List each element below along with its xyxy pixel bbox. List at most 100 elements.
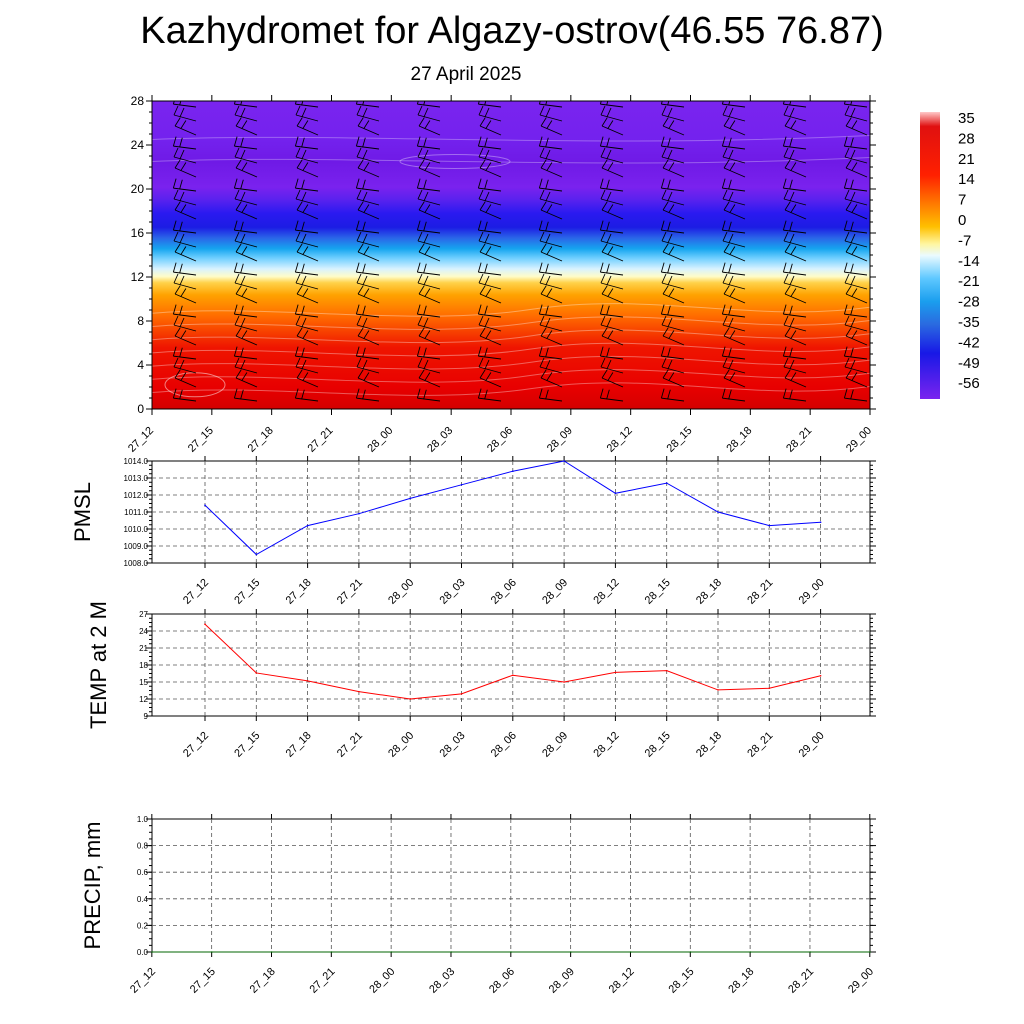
y-tick-label: 15 — [139, 678, 148, 687]
wind-barb-feather — [783, 231, 789, 242]
wind-barb-feather — [904, 137, 909, 146]
wind-barb-feather — [850, 191, 856, 202]
wind-barb-feather — [728, 179, 732, 190]
wind-barb-feather — [845, 117, 852, 127]
wind-barb-feather — [668, 120, 675, 130]
wind-barb — [784, 327, 807, 346]
wind-barb-feather — [904, 305, 909, 314]
wind-barb-shaft — [844, 271, 868, 276]
wind-barb-feather — [851, 204, 858, 214]
wind-barb-feather — [722, 147, 728, 158]
wind-barb-feather — [240, 305, 244, 316]
x-tick-label: 28_00 — [365, 425, 395, 455]
wind-barb-feather — [301, 179, 305, 190]
wind-barb-shaft — [295, 313, 319, 318]
wind-barb-feather — [606, 107, 612, 118]
wind-barb — [540, 369, 563, 388]
wind-barb-feather — [363, 120, 370, 130]
wind-barb-feather — [660, 346, 665, 357]
wind-barb-feather — [784, 285, 791, 295]
wind-barb-feather — [240, 389, 244, 400]
wind-barb-feather — [301, 191, 307, 202]
wind-barb-shaft — [234, 313, 258, 318]
wind-barb-feather — [179, 137, 183, 148]
wind-barb-shaft — [539, 240, 563, 248]
wind-barb — [721, 136, 746, 150]
data-point — [306, 680, 309, 682]
wind-barb-feather — [174, 327, 181, 337]
wind-barb — [233, 388, 258, 402]
wind-barb — [416, 388, 441, 402]
wind-barb — [538, 178, 563, 192]
wind-barb-feather — [295, 357, 301, 368]
wind-barb-feather — [240, 347, 244, 358]
wind-barb — [234, 105, 258, 122]
wind-barb-shaft — [600, 366, 624, 374]
wind-barb-feather — [723, 201, 730, 211]
x-tick-label: 28_21 — [784, 425, 814, 455]
wind-barb — [357, 201, 380, 220]
y-axis-title: PMSL — [70, 482, 95, 542]
wind-barb-feather — [545, 179, 549, 190]
wind-barb-feather — [667, 101, 671, 106]
wind-barb-shaft — [295, 355, 319, 360]
wind-barb — [418, 201, 441, 220]
wind-barb — [662, 159, 685, 178]
wind-barb — [843, 304, 868, 318]
x-tick-label: 27_12 — [181, 730, 211, 760]
wind-barb-feather — [418, 285, 425, 295]
wind-barb-feather — [850, 149, 856, 160]
wind-barb-feather — [723, 327, 730, 337]
wind-barb-feather — [606, 263, 610, 274]
wind-barb-feather — [539, 189, 545, 200]
wind-barb-feather — [417, 231, 423, 242]
wind-barb — [844, 357, 868, 374]
data-point — [512, 470, 514, 473]
contour-line — [152, 329, 870, 344]
wind-barb — [600, 105, 624, 122]
wind-barb — [782, 388, 807, 402]
wind-barb — [723, 243, 746, 262]
wind-barb-feather — [302, 372, 309, 382]
wind-barb-feather — [850, 221, 854, 232]
wind-barb-feather — [606, 179, 610, 190]
wind-barb-feather — [355, 262, 360, 273]
wind-barb-feather — [599, 304, 604, 315]
wind-barb-feather — [416, 101, 421, 105]
wind-barb — [783, 315, 807, 332]
wind-barb-feather — [302, 162, 309, 172]
wind-barb-shaft — [234, 198, 258, 206]
wind-barb-shaft — [173, 187, 197, 192]
wind-barb-feather — [728, 317, 734, 328]
x-tick-label: 27_12 — [181, 577, 211, 607]
wind-barb-feather — [844, 189, 850, 200]
wind-barb-feather — [477, 178, 482, 189]
heatmap-fill — [152, 101, 870, 409]
wind-barb — [539, 315, 563, 332]
wind-barb-shaft — [295, 145, 319, 150]
wind-barb — [784, 201, 807, 220]
wind-barb — [418, 369, 441, 388]
wind-barb-feather — [667, 389, 671, 400]
wind-barb — [844, 273, 868, 290]
wind-barb-shaft — [784, 251, 807, 262]
wind-barb-feather — [233, 101, 238, 105]
wind-barb-feather — [484, 233, 490, 244]
wind-barb-shaft — [661, 198, 685, 206]
wind-barb-shaft — [173, 145, 197, 150]
wind-barb-feather — [173, 357, 179, 368]
wind-barb-feather — [784, 201, 791, 211]
wind-barb-shaft — [356, 198, 380, 206]
wind-barb — [173, 357, 197, 374]
wind-barb-feather — [478, 231, 484, 242]
colorbar-label: -7 — [958, 232, 971, 249]
data-point — [330, 951, 333, 953]
data-point — [809, 951, 811, 953]
wind-barb-feather — [235, 243, 242, 253]
data-point — [151, 951, 153, 953]
wind-barb-shaft — [784, 209, 807, 220]
data-point — [211, 951, 213, 953]
wind-barb — [356, 147, 380, 164]
wind-barb — [357, 243, 380, 262]
wind-barb-shaft — [661, 366, 685, 374]
